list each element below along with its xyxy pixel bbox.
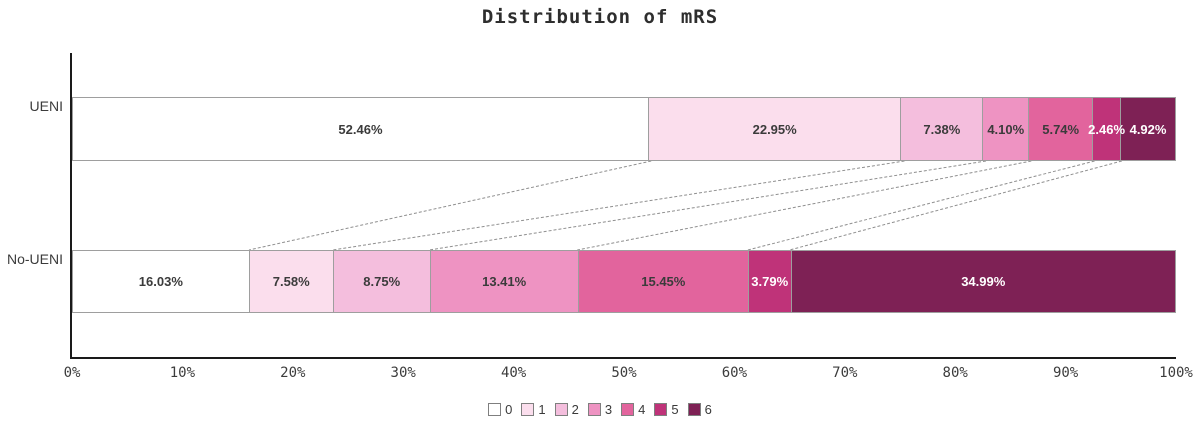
plot-area: UENI 52.46% 22.95% 7.38% 4.10% 5.74% 2.46% 4.9… [7,53,1193,381]
category-label-ueni: UENI [29,98,63,114]
legend-swatch-icon [654,402,668,416]
x-tick-label: 50% [611,365,637,381]
bar-segment-no-ueni-mrs1: 7.58% [248,251,333,312]
segment-value-label: 2.46% [1088,121,1126,137]
legend-label: 5 [671,401,679,417]
x-tick-label: 90% [1052,365,1079,381]
bar-segment-ueni-mrs1: 22.95% [647,98,901,160]
legend-swatch-icon [521,402,535,416]
x-tick-label: 0% [63,365,81,381]
y-axis-line [70,53,72,359]
segment-value-label: 5.74% [1042,121,1080,137]
x-tick-label: 30% [390,365,416,381]
legend-label: 0 [505,401,513,417]
legend-label: 1 [538,401,546,417]
x-tick-label: 20% [280,365,306,381]
bar-segment-ueni-mrs0: 52.46% [73,98,648,160]
bar-segment-ueni-mrs3: 4.10% [982,98,1029,160]
x-tick-label: 60% [721,365,748,381]
segment-value-label: 4.10% [987,121,1025,137]
connector-lines [248,160,1122,251]
legend-item-mrs1: 1 [521,401,546,417]
legend-swatch-icon [488,402,502,416]
x-tick-label: 40% [500,365,527,381]
bar-segment-no-ueni-mrs2: 8.75% [332,251,430,312]
category-label-no-ueni: No-UENI [6,251,63,267]
segment-value-label: 13.41% [482,274,527,289]
x-axis-line [70,357,1176,359]
chart-title: Distribution of mRS [481,6,719,28]
bar-segment-ueni-mrs5: 2.46% [1088,98,1125,160]
bar-segment-no-ueni-mrs6: 34.99% [790,251,1175,312]
segment-value-label: 3.79% [751,274,789,289]
legend-label: 4 [638,401,646,417]
bar-no-ueni: No-UENI 16.03% 7.58% 8.75% 13.41% 15.45% 3.79… [7,250,1176,313]
legend-label: 3 [604,401,613,417]
bar-ueni: UENI 52.46% 22.95% 7.38% 4.10% 5.74% 2.46% 4.9… [30,97,1176,161]
legend-swatch-icon [621,402,635,416]
segment-value-label: 22.95% [752,121,797,137]
x-tick-label: 100% [1159,365,1193,381]
segment-value-label: 52.46% [338,121,383,137]
legend-item-mrs5: 5 [654,401,679,417]
legend: 0 1 2 3 4 5 6 [0,399,1200,419]
segment-value-label: 4.92% [1129,121,1167,137]
segment-value-label: 7.58% [272,274,310,289]
segment-value-label: 34.99% [961,274,1006,289]
legend-item-mrs3: 3 [587,401,613,417]
x-tick-label: 10% [169,365,196,381]
legend-item-mrs6: 6 [687,401,712,417]
segment-value-label: 15.45% [641,274,686,289]
bar-segment-no-ueni-mrs4: 15.45% [577,251,748,312]
connector-line-mrs5-boundary [789,160,1122,251]
legend-label: 2 [571,401,579,417]
connector-line-mrs2-boundary [429,160,987,251]
segment-value-label: 16.03% [138,274,183,289]
x-tick-label: 80% [942,365,968,381]
legend-item-mrs0: 0 [488,401,513,417]
bar-segment-ueni-mrs4: 5.74% [1028,98,1093,160]
legend-swatch-icon [687,402,701,416]
x-tick-label: 70% [832,365,858,381]
legend-item-mrs2: 2 [554,401,579,417]
legend-label: 6 [704,401,712,417]
bar-segment-no-ueni-mrs5: 3.79% [747,251,791,312]
connector-line-mrs0-boundary [248,160,652,251]
bar-segment-ueni-mrs2: 7.38% [900,98,983,160]
connector-line-mrs4-boundary [747,160,1095,251]
connector-line-mrs1-boundary [332,160,905,251]
legend-swatch-icon [587,402,601,416]
bar-segment-ueni-mrs6: 4.92% [1120,98,1175,160]
legend-swatch-icon [554,402,568,416]
segment-value-label: 7.38% [923,121,961,137]
segment-value-label: 8.75% [363,274,401,289]
bar-segment-no-ueni-mrs0: 16.03% [73,251,249,312]
bar-segment-no-ueni-mrs3: 13.41% [429,251,578,312]
legend-item-mrs4: 4 [621,401,646,417]
connector-line-mrs3-boundary [577,160,1032,251]
